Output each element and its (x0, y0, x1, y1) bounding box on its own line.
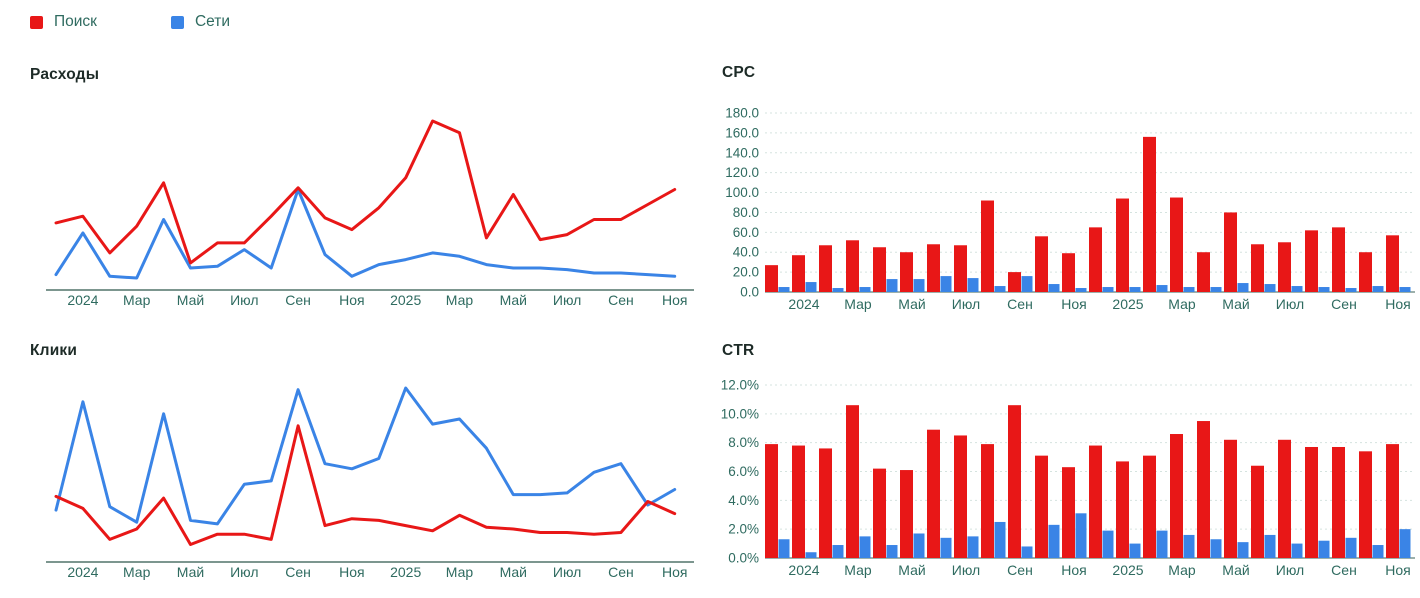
svg-text:Сен: Сен (285, 564, 311, 580)
svg-text:2.0%: 2.0% (728, 522, 759, 537)
svg-text:Сен: Сен (1007, 562, 1033, 578)
svg-text:Май: Май (500, 564, 527, 580)
svg-text:Ноя: Ноя (1385, 296, 1410, 312)
svg-text:Ноя: Ноя (339, 564, 364, 580)
svg-text:Мар: Мар (844, 296, 872, 312)
svg-text:40.0: 40.0 (733, 245, 759, 260)
svg-text:160.0: 160.0 (725, 125, 759, 140)
svg-text:Сен: Сен (285, 292, 311, 308)
svg-text:Июл: Июл (1276, 296, 1304, 312)
svg-text:Май: Май (898, 562, 925, 578)
svg-text:Май: Май (1222, 296, 1249, 312)
svg-text:Мар: Мар (123, 564, 151, 580)
svg-text:2025: 2025 (390, 564, 421, 580)
svg-text:Мар: Мар (446, 292, 474, 308)
svg-text:Мар: Мар (123, 292, 151, 308)
svg-text:20.0: 20.0 (733, 265, 759, 280)
svg-text:Май: Май (177, 292, 204, 308)
svg-text:Сен: Сен (1331, 296, 1357, 312)
svg-text:0.0%: 0.0% (728, 551, 759, 566)
cpc-bar-chart[interactable]: 0.0 20.0 40.0 60.0 80.0 100.0 120.0 140.0 160.0 1… (712, 88, 1420, 320)
legend-item-networks[interactable]: Сети (170, 13, 231, 31)
svg-text:6.0%: 6.0% (728, 464, 759, 479)
svg-text:100.0: 100.0 (725, 185, 759, 200)
svg-text:Ноя: Ноя (662, 564, 687, 580)
svg-text:0.0: 0.0 (740, 285, 759, 300)
svg-text:Ноя: Ноя (339, 292, 364, 308)
svg-text:Июл: Июл (553, 564, 581, 580)
svg-text:Мар: Мар (1168, 296, 1196, 312)
clicks-line-chart[interactable]: 2024 Мар Май Июл Сен Ноя 2025 Мар Май Июл Сен Ноя (28, 366, 696, 596)
svg-text:Мар: Мар (1168, 562, 1196, 578)
svg-text:Июл: Июл (553, 292, 581, 308)
svg-text:80.0: 80.0 (733, 205, 759, 220)
svg-text:Ноя: Ноя (1385, 562, 1410, 578)
svg-text:2025: 2025 (390, 292, 421, 308)
svg-text:2024: 2024 (788, 296, 819, 312)
ctr-bar-chart[interactable]: 0.0% 2.0% 4.0% 6.0% 8.0% 10.0% 12.0% 2024 Мар Май… (712, 366, 1420, 598)
svg-text:12.0%: 12.0% (721, 378, 759, 393)
svg-text:Июл: Июл (1276, 562, 1304, 578)
svg-text:Мар: Мар (446, 564, 474, 580)
svg-text:Сен: Сен (1007, 296, 1033, 312)
expenses-chart-title: Расходы (30, 66, 100, 83)
svg-text:Ноя: Ноя (1061, 562, 1086, 578)
svg-text:Ноя: Ноя (1061, 296, 1086, 312)
chart-legend: Поиск Сети (30, 13, 230, 31)
svg-text:10.0%: 10.0% (721, 406, 759, 421)
legend-label-networks: Сети (194, 13, 231, 30)
networks-series-swatch-icon (170, 15, 184, 29)
svg-text:Ноя: Ноя (662, 292, 687, 308)
svg-text:Май: Май (500, 292, 527, 308)
svg-text:2025: 2025 (1112, 562, 1143, 578)
ctr-chart-title: CTR (722, 342, 755, 359)
svg-text:Сен: Сен (608, 564, 634, 580)
svg-text:2024: 2024 (67, 564, 98, 580)
svg-text:Май: Май (177, 564, 204, 580)
svg-text:Июл: Июл (230, 292, 258, 308)
svg-text:4.0%: 4.0% (728, 493, 759, 508)
svg-text:Сен: Сен (1331, 562, 1357, 578)
search-series-swatch-icon (30, 15, 43, 29)
svg-text:Мар: Мар (844, 562, 872, 578)
legend-label-search: Поиск (54, 13, 97, 30)
svg-text:Май: Май (898, 296, 925, 312)
svg-text:Май: Май (1222, 562, 1249, 578)
svg-text:Июл: Июл (952, 562, 980, 578)
svg-text:60.0: 60.0 (733, 225, 759, 240)
svg-text:180.0: 180.0 (725, 106, 759, 121)
svg-text:2024: 2024 (67, 292, 98, 308)
svg-text:120.0: 120.0 (725, 165, 759, 180)
clicks-chart-title: Клики (30, 342, 78, 359)
expenses-line-chart[interactable]: 2024 Мар Май Июл Сен Ноя 2025 Мар Май Июл Сен Ноя (28, 92, 696, 320)
svg-text:Июл: Июл (952, 296, 980, 312)
cpc-chart-title: CPC (722, 64, 756, 81)
svg-text:2025: 2025 (1112, 296, 1143, 312)
svg-text:140.0: 140.0 (725, 145, 759, 160)
svg-text:Июл: Июл (230, 564, 258, 580)
svg-text:8.0%: 8.0% (728, 435, 759, 450)
svg-text:Сен: Сен (608, 292, 634, 308)
legend-item-search[interactable]: Поиск (30, 13, 97, 31)
svg-text:2024: 2024 (788, 562, 819, 578)
